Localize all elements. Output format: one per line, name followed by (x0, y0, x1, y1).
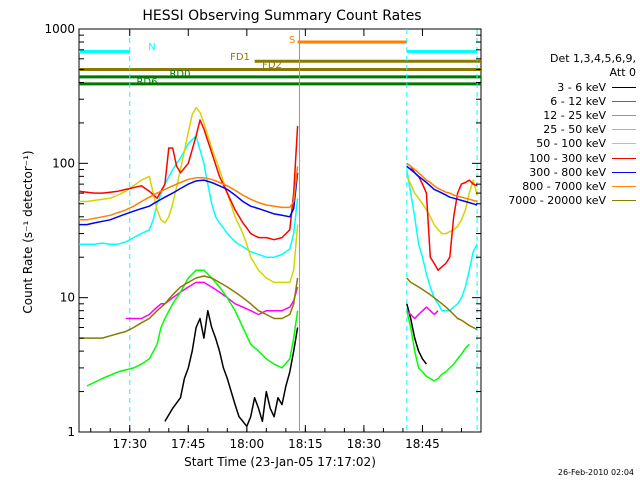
series-line-7-segment-2 (406, 165, 478, 206)
annotation-label-n: N (148, 42, 155, 53)
legend-entry-4: 25 - 50 keV (486, 123, 636, 137)
x-tick-label-6: 18:45 (405, 437, 440, 451)
legend-swatch (612, 157, 636, 159)
series-line-8-segment-1 (79, 166, 299, 221)
timestamp-footer: 26-Feb-2010 02:04 (557, 468, 634, 477)
y-tick-label-4: 1000 (44, 22, 75, 36)
series-line-5-segment-1 (79, 106, 299, 284)
legend-entry-2: 6 - 12 keV (486, 94, 636, 108)
series-line-5-segment-2 (406, 176, 478, 235)
legend-entry-5: 50 - 100 keV (486, 137, 636, 151)
annotation-label-rd6: RD6 (136, 77, 157, 88)
x-tick-label-5: 18:30 (347, 437, 382, 451)
legend-swatch (612, 185, 636, 187)
legend-entry-7: 300 - 800 keV (486, 165, 636, 179)
series-line-1-segment-2 (406, 303, 427, 365)
series-line-9-segment-2 (406, 277, 478, 331)
annotation-label-fd1: FD1 (230, 52, 250, 63)
legend-swatch (612, 129, 636, 131)
series-line-7-segment-1 (79, 172, 299, 226)
legend-entry-6: 100 - 300 keV (486, 151, 636, 165)
y-tick-label-3: 100 (52, 156, 75, 170)
annotation-label-rd0: RD0 (169, 69, 190, 80)
legend-label: 25 - 50 keV (543, 123, 606, 137)
series-line-4-segment-1 (79, 135, 299, 258)
legend-swatch (612, 100, 636, 102)
legend-label: 800 - 7000 keV (522, 179, 606, 193)
series-line-9-segment-1 (79, 275, 299, 339)
legend-label: 7000 - 20000 keV (508, 194, 606, 208)
legend-entry-1: 3 - 6 keV (486, 80, 636, 94)
legend-swatch (612, 200, 636, 202)
legend-label: 100 - 300 keV (529, 151, 606, 165)
plot-frame (78, 28, 482, 433)
x-axis-label: Start Time (23-Jan-05 17:17:02) (184, 455, 376, 469)
x-tick-label-1: 17:30 (112, 437, 147, 451)
y-tick-label-2: 10 (60, 291, 75, 305)
y-axis-label: Count Rate (s⁻¹ detector⁻¹) (21, 150, 35, 313)
x-tick-label-3: 18:00 (230, 437, 265, 451)
legend-label: 12 - 25 keV (543, 108, 606, 122)
legend-label: 3 - 6 keV (557, 80, 606, 94)
legend: Det 1,3,4,5,6,9, Att 0 3 - 6 keV 6 - 12 k… (486, 52, 636, 208)
legend-swatch (612, 143, 636, 145)
y-tick-label-1: 1 (67, 425, 75, 439)
series-line-3-segment-2 (406, 310, 470, 382)
legend-label: 300 - 800 keV (529, 165, 606, 179)
legend-label: 50 - 100 keV (536, 137, 606, 151)
legend-swatch (612, 171, 636, 173)
annotation-label-s: S (289, 35, 295, 46)
series-line-2-segment-2 (406, 306, 439, 320)
legend-swatch (612, 114, 636, 116)
legend-label: 6 - 12 keV (550, 94, 606, 108)
legend-entry-8: 800 - 7000 keV (486, 179, 636, 193)
series-line-8-segment-2 (406, 162, 478, 203)
series-line-4-segment-2 (406, 169, 478, 312)
series-line-1-segment-1 (164, 309, 299, 428)
legend-header-line-2: Att 0 (609, 66, 636, 79)
series-line-2-segment-1 (125, 281, 299, 320)
legend-swatch (612, 86, 636, 88)
series-line-6-segment-2 (406, 162, 478, 271)
legend-entry-9: 7000 - 20000 keV (486, 194, 636, 208)
x-tick-label-4: 18:15 (288, 437, 323, 451)
legend-entry-3: 12 - 25 keV (486, 108, 636, 122)
series-line-6-segment-1 (78, 119, 299, 241)
annotation-label-fd2: FD2 (262, 60, 282, 71)
series-line-3-segment-1 (86, 269, 299, 387)
x-tick-label-2: 17:45 (171, 437, 206, 451)
chart-title: HESSI Observing Summary Count Rates (142, 8, 421, 24)
legend-header-line-1: Det 1,3,4,5,6,9, (549, 52, 636, 65)
